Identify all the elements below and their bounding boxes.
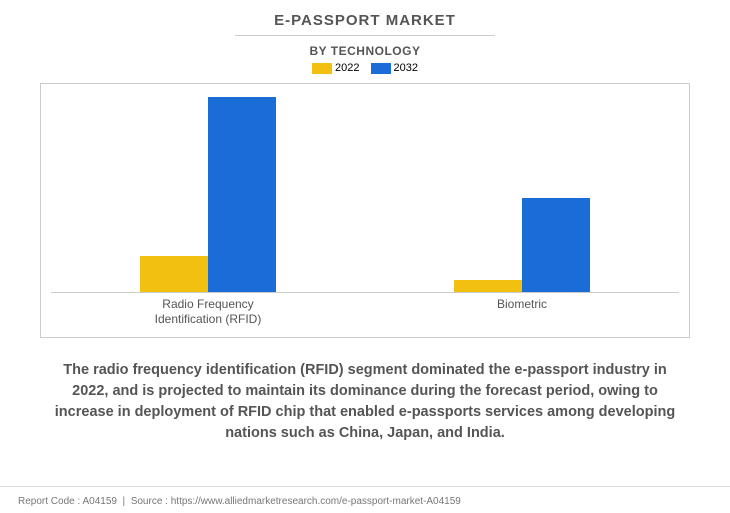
legend-label: 2032 — [394, 62, 418, 74]
legend-label: 2022 — [335, 62, 359, 74]
source-url: https://www.alliedmarketresearch.com/e-p… — [171, 496, 461, 507]
category-label: Biometric — [365, 293, 679, 328]
report-code: A04159 — [83, 496, 117, 507]
category-label: Radio FrequencyIdentification (RFID) — [51, 293, 365, 328]
bar-group-biometric — [365, 98, 679, 292]
footer: Report Code : A04159 | Source : https://… — [18, 496, 461, 507]
footer-divider — [0, 486, 730, 487]
legend-swatch — [312, 63, 332, 74]
legend-item-2022: 2022 — [312, 62, 359, 74]
report-code-label: Report Code : — [18, 496, 80, 507]
legend-item-2032: 2032 — [371, 62, 418, 74]
chart-subtitle: BY TECHNOLOGY — [20, 44, 710, 58]
legend-swatch — [371, 63, 391, 74]
source-label: Source : — [131, 496, 168, 507]
category-labels: Radio FrequencyIdentification (RFID) Bio… — [51, 293, 679, 328]
bar-group-rfid — [51, 98, 365, 292]
chart-legend: 2022 2032 — [20, 62, 710, 77]
page-title: E-PASSPORT MARKET — [20, 12, 710, 29]
chart-description: The radio frequency identification (RFID… — [48, 360, 682, 444]
chart-container: Radio FrequencyIdentification (RFID) Bio… — [40, 83, 690, 338]
bar-biometric-2022 — [454, 280, 522, 292]
bar-rfid-2022 — [140, 256, 208, 291]
title-divider — [235, 35, 495, 36]
chart-plot-area — [51, 98, 679, 293]
bar-biometric-2032 — [522, 198, 590, 292]
bar-rfid-2032 — [208, 97, 276, 292]
